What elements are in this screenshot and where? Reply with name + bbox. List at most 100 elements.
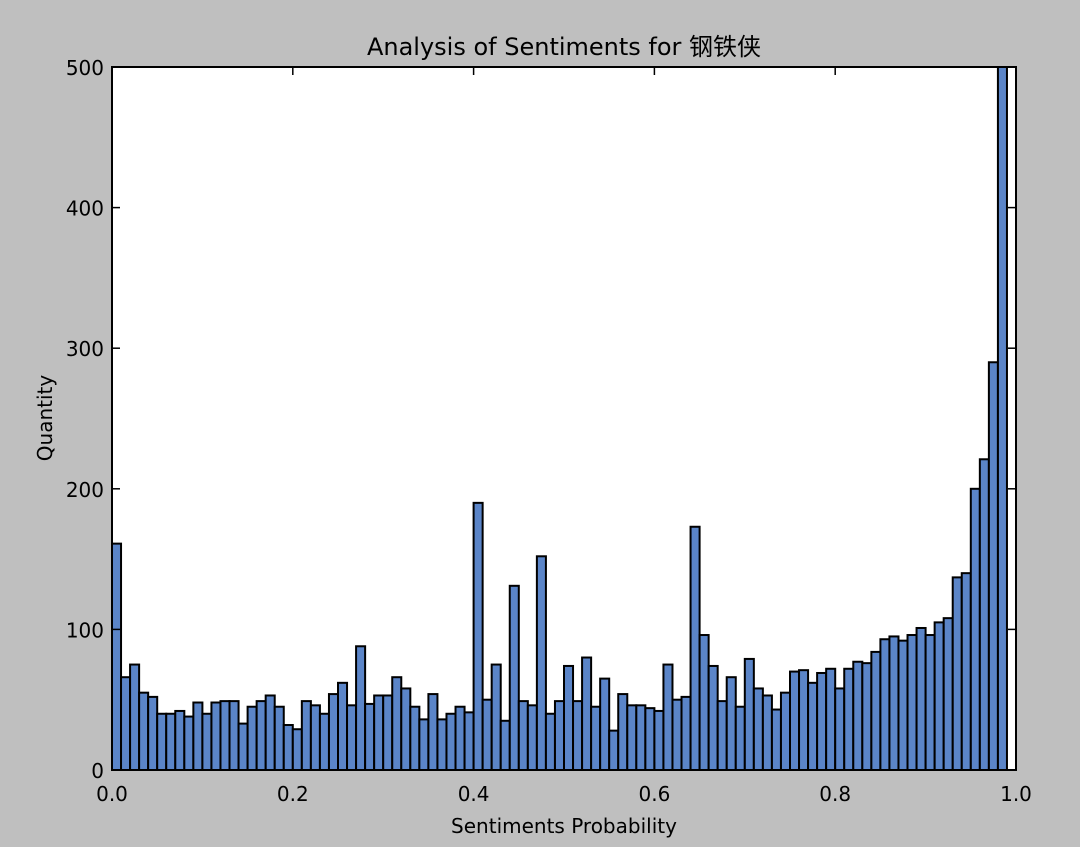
histogram-bar	[337, 681, 349, 772]
histogram-bar	[544, 712, 556, 772]
histogram-bar	[852, 660, 864, 771]
histogram-bar	[481, 698, 493, 772]
histogram-bar	[282, 724, 294, 772]
histogram-bar	[346, 704, 358, 772]
histogram-bar	[255, 700, 267, 771]
histogram-bar	[418, 718, 430, 772]
histogram-bar	[599, 677, 611, 771]
y-axis-label: Quantity	[33, 375, 57, 462]
histogram-bar	[273, 705, 285, 771]
histogram-bar	[698, 634, 710, 772]
y-tick-label: 100	[66, 618, 104, 642]
histogram-bar	[391, 676, 403, 772]
x-tick-label: 0.0	[96, 782, 128, 806]
histogram-bar	[183, 715, 195, 772]
histogram-bar	[364, 702, 376, 771]
histogram-bar	[707, 664, 719, 772]
histogram-bar	[617, 693, 629, 772]
histogram-bar	[996, 66, 1008, 771]
histogram-bar	[825, 667, 837, 772]
histogram-bar	[743, 657, 755, 771]
x-tick-label: 1.0	[1000, 782, 1032, 806]
histogram-bar	[246, 705, 258, 771]
histogram-bar	[888, 635, 900, 771]
histogram-bar	[201, 712, 213, 772]
y-tick-label: 500	[66, 56, 104, 80]
plot-frame	[111, 66, 1017, 771]
histogram-bar	[526, 704, 538, 772]
histogram-bar	[671, 698, 683, 772]
histogram-bar	[752, 687, 764, 772]
plot-area	[112, 67, 1016, 770]
histogram-bar	[409, 705, 421, 771]
tick-labels-group: 0.0 0.2 0.4 0.6 0.8 1.0 0 100 200 300 400 500	[66, 56, 1032, 806]
histogram-bar	[264, 694, 276, 771]
y-tick-label: 200	[66, 478, 104, 502]
histogram-bar	[147, 695, 159, 772]
histogram-bar	[897, 639, 909, 772]
histogram-bar	[174, 709, 186, 772]
histogram-bar	[156, 712, 168, 772]
histogram-bar	[120, 676, 132, 772]
histogram-bar	[138, 691, 150, 771]
histogram-bar	[861, 662, 873, 772]
x-tick-label: 0.8	[819, 782, 851, 806]
histogram-bar	[689, 525, 701, 772]
histogram-bar	[327, 693, 339, 772]
histogram-bar	[590, 705, 602, 771]
histogram-bar	[490, 663, 502, 771]
x-tick-label: 0.6	[638, 782, 670, 806]
histogram-bar	[662, 663, 674, 771]
histogram-bar	[906, 634, 918, 772]
chart-title: Analysis of Sentiments for 钢铁侠	[367, 33, 761, 61]
histogram-bar	[445, 712, 457, 772]
histogram-bar	[237, 722, 249, 771]
histogram-bar	[472, 501, 484, 771]
histogram-bar	[942, 617, 954, 772]
histogram-bar	[798, 669, 810, 771]
histogram-bar	[960, 572, 972, 771]
histogram-bar	[987, 361, 999, 771]
histogram-bar	[761, 694, 773, 771]
histogram-bar	[553, 700, 566, 771]
histogram-bar	[716, 700, 728, 771]
histogram-bar	[309, 704, 321, 772]
histogram-bar	[644, 707, 656, 772]
histogram-bar	[355, 645, 367, 772]
histogram-bar	[400, 687, 412, 772]
histogram-bar	[228, 700, 240, 771]
histogram-bar	[427, 693, 439, 772]
histogram-bar	[680, 695, 692, 772]
histogram-bar	[219, 700, 231, 771]
y-tick-label: 300	[66, 337, 104, 361]
histogram-bar	[978, 458, 990, 771]
histogram-bar	[535, 555, 547, 771]
histogram-bar	[300, 700, 312, 771]
x-tick-label: 0.2	[277, 782, 309, 806]
histogram-bar	[635, 704, 647, 772]
histogram-bar	[572, 700, 584, 771]
histogram-bar	[291, 728, 303, 771]
histogram-bar	[129, 663, 141, 771]
ticks-group	[111, 66, 1017, 771]
histogram-bar	[318, 712, 330, 772]
histogram-bar	[608, 729, 620, 772]
histogram-bar	[192, 701, 204, 772]
x-axis-label: Sentiments Probability	[451, 814, 677, 838]
histogram-bar	[789, 670, 801, 772]
histogram-bar	[816, 671, 828, 771]
histogram-bar	[734, 705, 746, 771]
histogram-bar	[626, 704, 638, 772]
histogram-bar	[770, 708, 782, 771]
histogram-bar	[725, 676, 737, 772]
y-tick-label: 400	[66, 197, 104, 221]
histogram-bar	[834, 687, 846, 772]
histogram-bar	[924, 634, 936, 772]
histogram-bar	[436, 718, 448, 772]
histogram-bar	[382, 694, 394, 771]
y-tick-label: 0	[91, 759, 104, 783]
histogram-bar	[843, 667, 855, 772]
x-tick-label: 0.4	[458, 782, 490, 806]
